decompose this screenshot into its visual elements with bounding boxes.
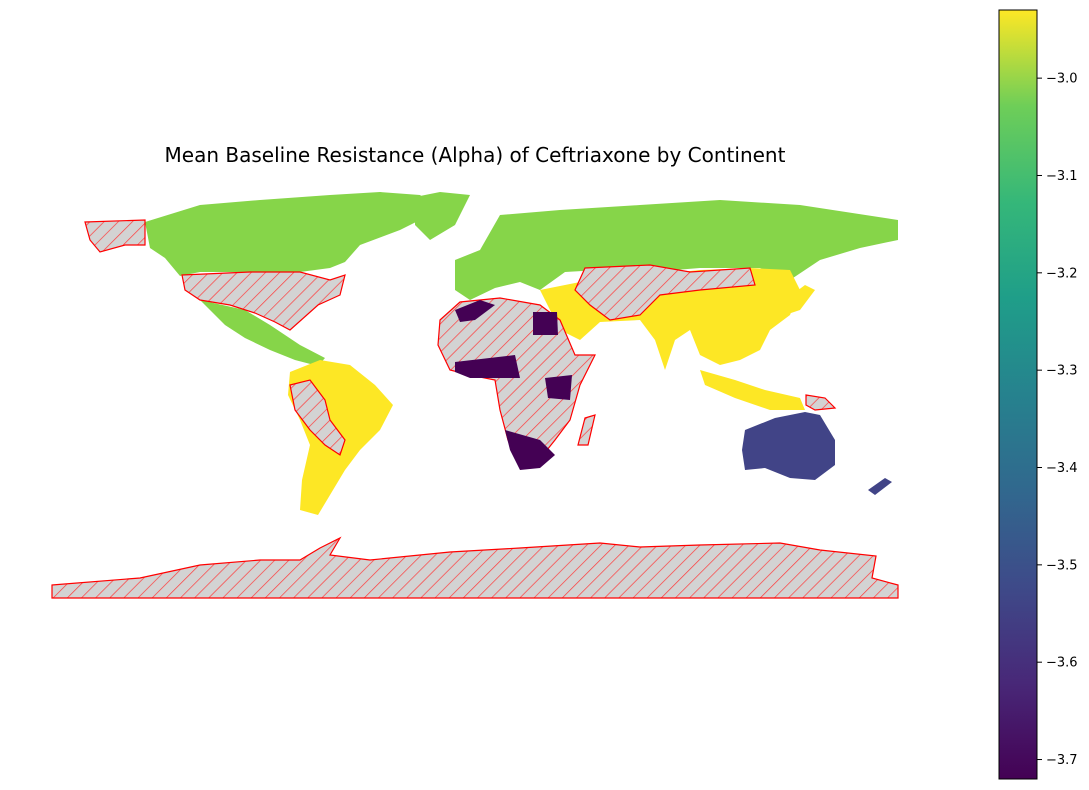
- region-africa-egypt: [533, 312, 558, 335]
- colorbar-tick-label: −3.0: [1046, 72, 1078, 87]
- map-title: Mean Baseline Resistance (Alpha) of Ceft…: [164, 143, 786, 167]
- region-central-asia-missing: [574, 264, 756, 321]
- region-new-zealand: [868, 478, 892, 495]
- region-west-south-america-missing: [289, 379, 346, 456]
- region-japan: [785, 285, 815, 315]
- region-papua-missing: [805, 394, 837, 411]
- region-africa-south: [505, 430, 555, 470]
- region-central-america: [200, 300, 325, 366]
- region-greenland: [415, 192, 470, 240]
- colorbar-tick-label: −3.2: [1046, 266, 1078, 281]
- colorbar-tick-label: −3.1: [1046, 169, 1078, 184]
- colorbar-tick-label: −3.5: [1046, 558, 1078, 573]
- region-africa-east: [545, 375, 572, 400]
- colorbar-tick-label: −3.3: [1046, 364, 1078, 379]
- region-alaska-missing: [84, 219, 146, 253]
- region-africa-north: [455, 300, 495, 322]
- region-southeast-asia: [700, 370, 805, 410]
- region-australia: [742, 412, 835, 480]
- region-madagascar-missing: [577, 414, 596, 446]
- colorbar-tick-label: −3.7: [1046, 753, 1078, 768]
- region-antarctica-missing: [51, 536, 899, 599]
- region-africa-west: [455, 355, 520, 378]
- colorbar-tick-label: −3.4: [1046, 461, 1078, 476]
- colorbar-ticks: −3.0 −3.1 −3.2 −3.3 −3.4 −3.5 −3.6 −3.7: [1037, 72, 1078, 768]
- colorbar-tick-label: −3.6: [1046, 656, 1078, 671]
- region-usa-missing: [181, 271, 346, 331]
- region-north-america: [145, 192, 440, 276]
- colorbar-gradient: [998, 9, 1038, 780]
